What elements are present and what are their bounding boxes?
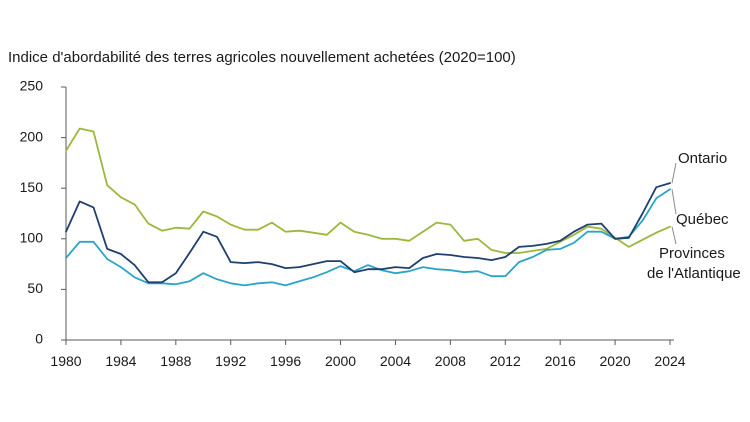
x-tick-label: 2012: [490, 353, 521, 369]
label-atlantique: Provinces: [659, 245, 725, 262]
series-line-quebec: [65, 188, 671, 287]
x-tick-label: 1992: [215, 353, 246, 369]
y-tick-label: 150: [20, 179, 44, 195]
label-atlantique: de l'Atlantique: [647, 265, 741, 282]
x-tick-label: 1984: [105, 353, 136, 369]
chart-title: Indice d'abordabilité des terres agricol…: [8, 49, 516, 66]
x-tick-label: 2000: [325, 353, 356, 369]
x-tick-label: 2024: [654, 353, 685, 369]
x-tick-label: 2020: [600, 353, 631, 369]
x-tick-label: 2008: [435, 353, 466, 369]
y-tick-label: 200: [20, 128, 44, 144]
x-tick-label: 1988: [160, 353, 191, 369]
y-tick-label: 250: [20, 78, 44, 94]
series-lines: [65, 127, 671, 287]
label-quebec-leader: [671, 189, 677, 215]
label-ontario-leader: [671, 162, 677, 184]
series-labels: Ontario Québec Provinces de l'Atlantique: [647, 150, 741, 282]
label-atlantique-leader: [671, 226, 677, 245]
series-line-ontario: [65, 182, 671, 284]
x-tick-label: 1980: [50, 353, 81, 369]
x-tick-label: 1996: [270, 353, 301, 369]
y-tick-label: 0: [35, 331, 43, 347]
y-tick-label: 100: [20, 230, 44, 246]
axes: [61, 86, 674, 345]
tick-labels: 0 50 100 150 200 250 1980 1984 1988 1992 1996 2000 2…: [20, 78, 686, 369]
x-tick-label: 2016: [545, 353, 576, 369]
label-ontario: Ontario: [678, 150, 727, 167]
label-quebec: Québec: [676, 211, 729, 228]
y-tick-label: 50: [27, 280, 43, 296]
x-tick-label: 2004: [380, 353, 411, 369]
series-line-atlantique: [65, 127, 671, 254]
